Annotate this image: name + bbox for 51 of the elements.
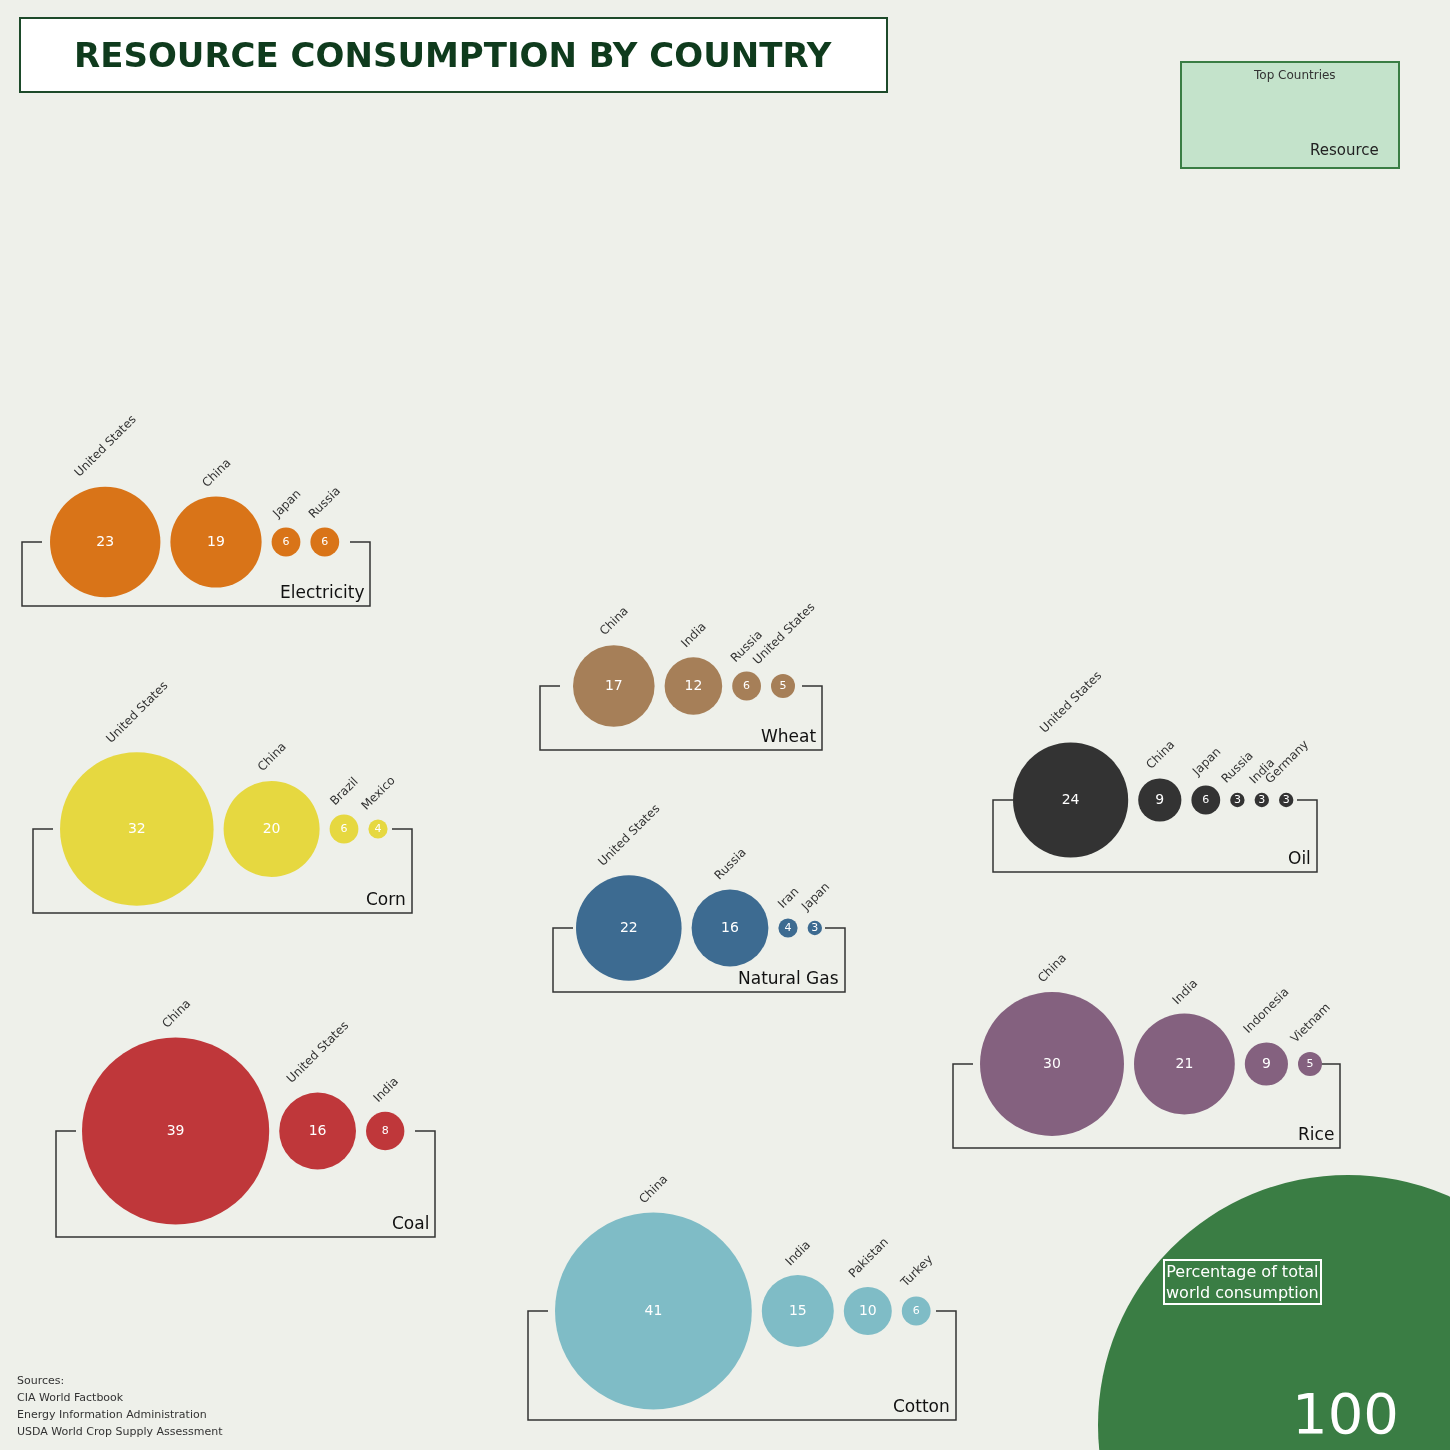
data-label: 3: [1233, 792, 1241, 806]
text: Top Countries: [1253, 68, 1336, 82]
data-label: 41: [644, 1301, 663, 1318]
data-label: 23: [96, 532, 115, 549]
data-label: 4: [374, 821, 382, 835]
data-label: 6: [743, 678, 751, 692]
data-label: 16: [721, 918, 739, 935]
text: Wheat: [761, 726, 817, 746]
source-note: Sources:: [17, 1374, 65, 1387]
data-label: 3: [1258, 792, 1266, 806]
text: USDA World Crop Supply Assessment: [17, 1425, 224, 1438]
data-label: 21: [1175, 1054, 1194, 1071]
category-label: Iran: [774, 884, 802, 911]
data-label: 15: [788, 1301, 807, 1318]
text: Resource: [1310, 141, 1379, 159]
data-label: 5: [779, 678, 787, 692]
data-label: 4: [784, 920, 792, 934]
data-label: 6: [1202, 792, 1210, 806]
data-label: 6: [282, 534, 290, 548]
data-label: 30: [1043, 1054, 1061, 1071]
text: Electricity: [280, 582, 365, 602]
data-label: 6: [340, 821, 348, 835]
text: RESOURCE CONSUMPTION BY COUNTRY: [74, 35, 832, 75]
data-label: 9: [1261, 1054, 1271, 1071]
data-label: 24: [1061, 790, 1080, 807]
data-label: 6: [321, 534, 329, 548]
data-label: 17: [604, 676, 623, 693]
data-label: 19: [207, 532, 225, 549]
data-label: 6: [912, 1303, 920, 1317]
text: Energy Information Administration: [17, 1408, 207, 1421]
data-label: 12: [684, 676, 703, 693]
data-label: 5: [1306, 1056, 1314, 1070]
text: Corn: [366, 889, 406, 909]
data-label: 32: [127, 819, 146, 836]
text: Coal: [392, 1213, 430, 1233]
data-label: 3: [811, 920, 819, 934]
data-label: 8: [381, 1123, 389, 1137]
text: Percentage of total world consumption: [1166, 1262, 1319, 1302]
data-label: 10: [858, 1301, 877, 1318]
text: Natural Gas: [738, 968, 839, 988]
data-label: 20: [262, 819, 281, 836]
data-label: 3: [1282, 792, 1290, 806]
text: Cotton: [893, 1396, 950, 1416]
data-label: 22: [619, 918, 638, 935]
text: Oil: [1288, 848, 1311, 868]
data-label: 16: [308, 1121, 327, 1138]
data-label: 39: [166, 1121, 185, 1138]
text: CIA World Factbook: [17, 1391, 124, 1404]
text: Rice: [1298, 1124, 1335, 1144]
data-label: 9: [1155, 790, 1165, 807]
text: 100: [1292, 1381, 1399, 1446]
